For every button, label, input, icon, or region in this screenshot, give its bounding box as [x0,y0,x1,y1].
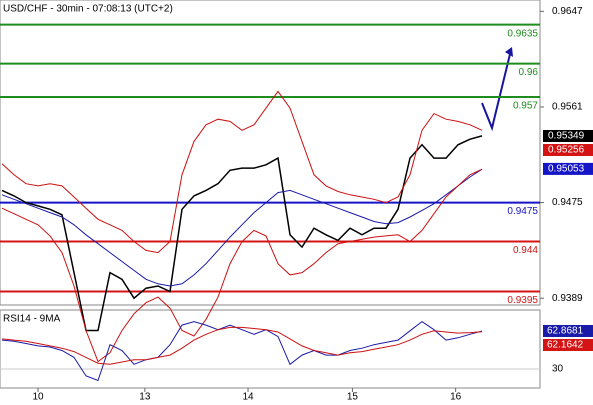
price-tag-label: 0.95256 [548,145,585,156]
level-label: 0.9395 [507,295,538,306]
arrow-head [505,47,513,57]
x-tick-label: 15 [347,392,359,403]
price-tag [543,162,593,175]
rsi-tag [543,324,593,337]
rsi-tag-label: 62.8681 [547,326,584,337]
price-tag-label: 0.95053 [548,164,585,175]
x-tick-label: 14 [242,392,254,403]
level-label: 0.9635 [507,28,538,39]
y-tick-label: 0.9647 [552,6,583,17]
level-label: 0.944 [513,245,538,256]
x-tick-label: 13 [139,392,151,403]
level-label: 0.9475 [507,206,538,217]
rsi-tag-label: 62.1642 [547,340,584,351]
forecast-arrow [481,49,512,132]
y-tick-label: 0.9389 [552,293,583,304]
series-line [1,168,483,363]
rsi-tag [543,338,593,351]
y-tick-label: 0.9475 [552,197,583,208]
price-tag-label: 0.95349 [548,131,585,142]
series-line [1,90,483,254]
rsi-tick-label: 30 [552,364,564,375]
rsi-panel [0,309,541,389]
price-tag [543,143,593,156]
chart-title: USD/CHF - 30min - 07:08:13 (UTC+2) [3,4,173,15]
series-line [1,168,483,287]
rsi-line [1,326,483,365]
price-tag [543,129,593,142]
x-tick-label: 10 [32,392,44,403]
y-tick-label: 0.9561 [552,102,583,113]
rsi-title: RSI14 - 9MA [3,314,61,325]
x-tick-label: 16 [450,392,462,403]
level-label: 0.957 [513,101,538,112]
level-label: 0.96 [519,67,539,78]
price-panel [0,0,541,306]
rsi-line [1,320,483,382]
series-line [1,135,483,332]
